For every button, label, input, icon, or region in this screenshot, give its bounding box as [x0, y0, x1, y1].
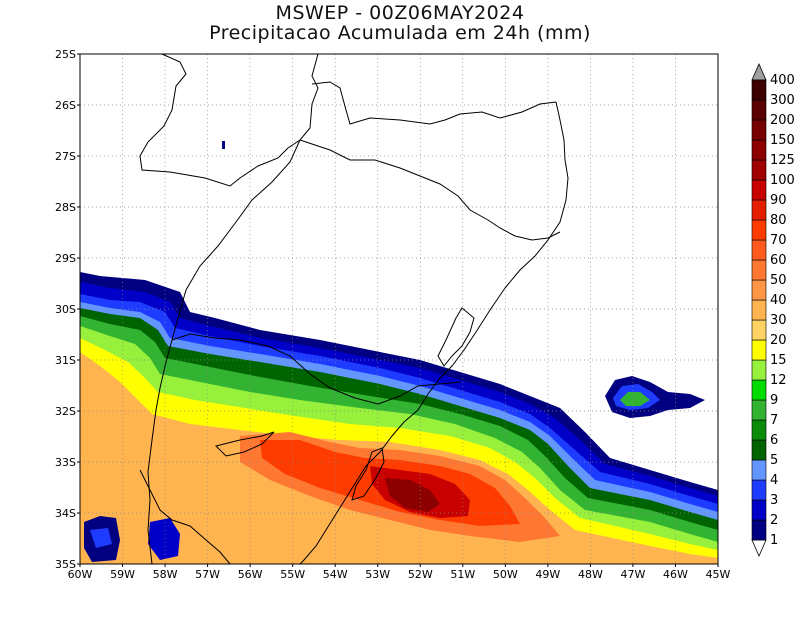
colorbar-label: 15: [770, 353, 787, 368]
longitude-axis: 60W 59W 58W 57W 56W 55W 54W 53W 52W 51W 50W 49W 48W 4…: [68, 564, 731, 581]
colorbar-segment: [751, 519, 767, 541]
lon-tick-label: 55W: [280, 568, 305, 581]
colorbar-segment: [751, 79, 767, 101]
colorbar-segment: [751, 279, 767, 301]
argentina-coast: [139, 469, 231, 564]
colorbar-segment: [751, 319, 767, 341]
colorbar-label: 100: [770, 173, 795, 188]
lon-tick-label: 49W: [535, 568, 560, 581]
colorbar-label: 40: [770, 293, 787, 308]
lon-tick-label: 60W: [68, 568, 93, 581]
colorbar-segment: [751, 259, 767, 281]
colorbar-segment: [751, 139, 767, 161]
lon-tick-label: 57W: [195, 568, 220, 581]
lon-tick-label: 51W: [450, 568, 475, 581]
lon-tick-label: 56W: [238, 568, 263, 581]
lat-tick-label: 33S: [55, 456, 76, 469]
lat-tick-label: 32S: [55, 405, 76, 418]
lon-tick-label: 45W: [706, 568, 731, 581]
colorbar-label: 6: [770, 433, 778, 448]
colorbar-label: 4: [770, 473, 778, 488]
latitude-axis: 25S 26S 27S 28S 29S 30S 31S 32S 33S 34S 35S: [55, 48, 80, 571]
map-title: MSWEP - 00Z06MAY2024: [275, 2, 525, 24]
lon-tick-label: 59W: [110, 568, 135, 581]
lat-lon-grid: [80, 54, 718, 564]
colorbar-label: 1: [770, 533, 778, 548]
colorbar-label: 3: [770, 493, 778, 508]
colorbar-segment: [751, 499, 767, 521]
colorbar-segment: [751, 199, 767, 221]
lat-tick-label: 30S: [55, 303, 76, 316]
coastline-and-borders: [139, 54, 569, 564]
parana-sc-border: [311, 81, 557, 125]
brazil-argentina-border: [139, 54, 319, 187]
colorbar-label: 12: [770, 373, 787, 388]
colorbar-segment: [751, 439, 767, 461]
map-subtitle: Precipitacao Acumulada em 24h (mm): [209, 22, 591, 44]
lagoa-mirim: [351, 447, 385, 501]
lon-tick-label: 58W: [153, 568, 178, 581]
colorbar-label: 50: [770, 273, 787, 288]
lon-tick-label: 50W: [493, 568, 518, 581]
colorbar-segment: [751, 399, 767, 421]
colorbar-label: 5: [770, 453, 778, 468]
colorbar-label: 2: [770, 513, 778, 528]
sc-rs-border: [299, 139, 561, 241]
colorbar-segment: [751, 459, 767, 481]
colorbar-label: 200: [770, 113, 795, 128]
colorbar-label: 125: [770, 153, 795, 168]
precip-field: [80, 141, 718, 564]
lon-tick-label: 47W: [620, 568, 645, 581]
lat-tick-label: 29S: [55, 252, 76, 265]
coastline: [299, 101, 569, 564]
colorbar-min-triangle: [751, 539, 767, 557]
colorbar-label: 90: [770, 193, 787, 208]
colorbar-max-triangle: [751, 63, 767, 81]
colorbar-segment: [751, 419, 767, 441]
colorbar-segment: [751, 339, 767, 361]
lon-tick-label: 46W: [663, 568, 688, 581]
lat-tick-label: 25S: [55, 48, 76, 61]
colorbar-segment: [751, 219, 767, 241]
colorbar-label: 30: [770, 313, 787, 328]
colorbar-label: 150: [770, 133, 795, 148]
colorbar-label: 20: [770, 333, 787, 348]
colorbar-segment: [751, 359, 767, 381]
lon-tick-label: 48W: [578, 568, 603, 581]
colorbar-label: 9: [770, 393, 778, 408]
rs-argentina-border: [171, 139, 301, 341]
precip-band-13: [385, 478, 440, 512]
lon-tick-label: 53W: [365, 568, 390, 581]
rs-inner-lake: [215, 431, 275, 457]
colorbar-segment: [751, 179, 767, 201]
lon-tick-label: 52W: [408, 568, 433, 581]
colorbar-segment: [751, 159, 767, 181]
colorbar-segment: [751, 479, 767, 501]
lat-tick-label: 28S: [55, 201, 76, 214]
colorbar-segment: [751, 379, 767, 401]
uruguay-border: [171, 333, 461, 405]
lat-tick-label: 35S: [55, 558, 76, 571]
colorbar-label: 400: [770, 73, 795, 88]
colorbar-label: 80: [770, 213, 787, 228]
lat-tick-label: 34S: [55, 507, 76, 520]
colorbar-segment: [751, 99, 767, 121]
colorbar-segment: [751, 119, 767, 141]
lagoa-dos-patos: [437, 307, 475, 367]
lat-tick-label: 26S: [55, 99, 76, 112]
lat-tick-label: 27S: [55, 150, 76, 163]
colorbar-label: 70: [770, 233, 787, 248]
lat-tick-label: 31S: [55, 354, 76, 367]
colorbar-segment: [751, 299, 767, 321]
colorbar: 1234567912152030405060708090100125150200…: [751, 63, 795, 557]
colorbar-label: 60: [770, 253, 787, 268]
colorbar-label: 300: [770, 93, 795, 108]
rio-uruguai: [147, 339, 173, 564]
lon-tick-label: 54W: [323, 568, 348, 581]
colorbar-segment: [751, 239, 767, 261]
colorbar-label: 7: [770, 413, 778, 428]
